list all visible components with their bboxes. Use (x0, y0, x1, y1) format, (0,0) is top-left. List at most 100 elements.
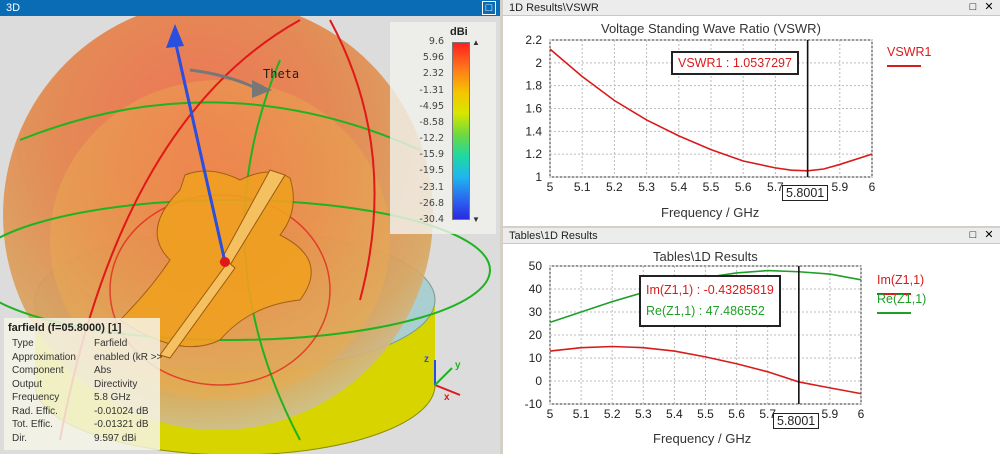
red-grid-arc (329, 19, 376, 301)
x-tick-label: 5.4 (666, 407, 683, 421)
vswr-chart-title: Voltage Standing Wave Ratio (VSWR) (601, 21, 821, 36)
farfield-3d-view[interactable]: 3D □ (0, 0, 500, 454)
x-tick-label: 6 (869, 180, 876, 194)
colorbar-min-arrow-icon: ▼ (472, 215, 480, 224)
colorbar-max-arrow-icon: ▲ (472, 38, 480, 47)
info-key: Approximation (12, 351, 76, 363)
info-value: Farfield (94, 338, 128, 349)
im-z-readout: Im(Z1,1) : -0.43285819 (646, 283, 774, 297)
maximize-button[interactable]: □ (969, 1, 977, 13)
theta-arrow-head (252, 80, 272, 98)
x-tick-label: 5.3 (635, 407, 652, 421)
info-key: Frequency (12, 392, 60, 403)
x-tick-label: 5.7 (759, 407, 776, 421)
axis-x-label: x (444, 392, 450, 403)
x-tick-label: 5 (547, 407, 554, 421)
info-key: Tot. Effic. (12, 419, 53, 430)
colorbar-tick-label: -19.5 (419, 165, 444, 177)
farfield-info-title: farfield (f=05.8000) [1] (8, 322, 122, 334)
vswr-marker-readout: VSWR1 : 1.0537297 (671, 51, 799, 75)
origin-marker (220, 257, 230, 267)
info-key: Output (12, 378, 43, 390)
info-value: Abs (94, 365, 112, 376)
colorbar-tick-label: -8.58 (419, 116, 444, 128)
maximize-button[interactable]: □ (482, 1, 496, 15)
y-tick-label: 1.4 (525, 124, 542, 138)
vswr-titlebar: 1D Results\VSWR (503, 0, 1000, 16)
y-tick-label: 50 (529, 259, 543, 273)
y-tick-label: 1.2 (525, 147, 542, 161)
info-value: enabled (kR >> (94, 351, 163, 363)
y-tick-label: 2 (535, 56, 542, 70)
legend-im-z: Im(Z1,1) (877, 273, 925, 287)
impedance-marker-readout: Im(Z1,1) : -0.43285819 Re(Z1,1) : 47.486… (639, 275, 781, 327)
info-value: 5.8 GHz (94, 392, 131, 403)
results-legend-re: Re(Z1,1) (877, 292, 927, 314)
x-tick-label: 5.9 (831, 180, 848, 194)
colorbar-tick-label: -12.2 (419, 133, 444, 145)
axes-triad: z y x (424, 354, 461, 403)
vswr-window-title: 1D Results\VSWR (509, 2, 599, 14)
close-button[interactable]: ✕ (984, 229, 994, 241)
close-button[interactable]: ✕ (984, 1, 994, 13)
y-tick-label: 1 (535, 170, 542, 184)
z-arrow-head (166, 24, 184, 48)
green-grid-arc (19, 101, 421, 151)
legend-re-z: Re(Z1,1) (877, 292, 927, 306)
x-tick-label: 5.1 (574, 180, 591, 194)
x-tick-label: 5.4 (670, 180, 687, 194)
y-tick-label: -10 (525, 397, 543, 411)
y-tick-label: 1.6 (525, 102, 542, 116)
vswr-legend: VSWR1 (887, 45, 931, 67)
colorbar-tick-label: -4.95 (419, 100, 444, 112)
results-legend-im: Im(Z1,1) (877, 273, 925, 295)
x-tick-label: 5.2 (604, 407, 621, 421)
results-window-title: Tables\1D Results (509, 230, 598, 242)
info-value: Directivity (94, 378, 138, 390)
x-tick-label: 5.7 (767, 180, 784, 194)
view3d-titlebar: 3D (0, 0, 500, 16)
info-key: Type (12, 338, 34, 349)
x-tick-label: 5.9 (822, 407, 839, 421)
theta-label: Theta (263, 67, 299, 81)
info-value: -0.01024 dB (94, 405, 149, 417)
colorbar-tick-label: 5.96 (422, 52, 444, 64)
x-tick-label: 5 (547, 180, 554, 194)
colorbar-tick-label: 2.32 (422, 68, 444, 80)
x-tick-label: 5.5 (703, 180, 720, 194)
axis-y-label: y (455, 360, 461, 371)
farfield-info-panel: farfield (f=05.8000) [1] Type Farfield App… (4, 318, 163, 450)
results-marker-x-label[interactable]: 5.8001 (773, 413, 820, 429)
results-chart-title: Tables\1D Results (653, 249, 758, 264)
x-tick-label: 5.6 (728, 407, 745, 421)
colorbar-tick-label: -23.1 (419, 181, 444, 193)
axis-z-label: z (424, 354, 429, 365)
y-tick-label: 20 (529, 328, 543, 342)
series-line-0 (549, 48, 873, 172)
x-tick-label: 5.1 (573, 407, 590, 421)
series-line-0 (549, 345, 862, 395)
results-plot-window[interactable]: Tables\1D Results □ ✕ 5 5.1 5.2 5.3 5.4 5.5 5.… (503, 228, 1000, 454)
colorbar-tick-label: -1.31 (419, 84, 444, 96)
x-tick-label: 5.6 (735, 180, 752, 194)
info-key: Dir. (12, 432, 27, 444)
maximize-button[interactable]: □ (969, 229, 977, 241)
colorbar-unit: dBi (450, 26, 468, 38)
colorbar-gradient (452, 42, 470, 220)
feed-line-lower (159, 261, 236, 359)
x-tick-label: 5.5 (697, 407, 714, 421)
x-tick-label: 6 (858, 407, 865, 421)
vswr-xaxis-label: Frequency / GHz (661, 205, 760, 220)
vswr-plot-window[interactable]: 1D Results\VSWR □ ✕ 5 5.1 5.2 5.3 5.4 5.5 5.6 5… (503, 0, 1000, 226)
y-tick-label: 1.8 (525, 79, 542, 93)
colorbar-tick-label: -26.8 (419, 197, 444, 209)
x-tick-label: 5.2 (606, 180, 623, 194)
info-value: -0.01321 dB (94, 419, 149, 430)
info-value: 9.597 dBi (94, 432, 137, 444)
colorbar-tick-label: -15.9 (419, 149, 444, 161)
y-tick-label: 30 (529, 305, 543, 319)
info-key: Component (12, 365, 64, 376)
y-tick-label: 2.2 (525, 33, 542, 47)
x-tick-label: 5.3 (638, 180, 655, 194)
vswr-marker-x-label[interactable]: 5.8001 (782, 185, 829, 201)
